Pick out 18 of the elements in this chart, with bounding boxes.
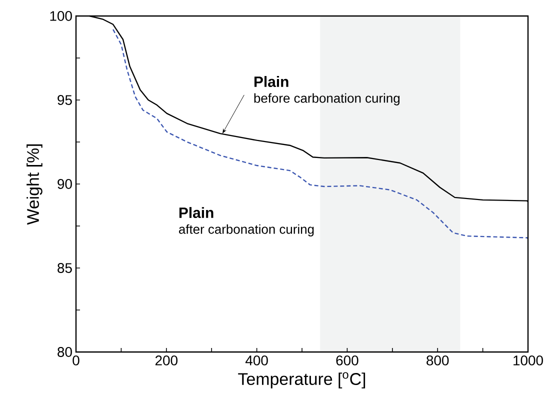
y-axis-title: Weight [%] [26,144,42,225]
x-tick-label: 400 [245,356,268,366]
y-tick-label: 100 [50,11,72,21]
x-tick-label: 200 [155,356,178,366]
x-axis-title: Temperature [$^{o}$C] [238,372,366,388]
line-series [112,28,529,240]
annotation: before carbonation curing [254,93,400,106]
annotation: Plain [254,76,288,87]
annotation: after carbonation curing [178,224,314,236]
x-tick-label: 600 [336,356,358,366]
y-tick-label: 85 [58,263,72,273]
y-tick-label: 95 [58,95,72,105]
y-tick-label: 80 [58,347,72,357]
x-tick-label: 1000 [514,356,543,366]
x-tick-label: 800 [426,356,449,366]
y-tick-label: 90 [58,179,72,189]
x-tick-label: 0 [72,356,80,366]
annotation: Plain [179,207,214,218]
